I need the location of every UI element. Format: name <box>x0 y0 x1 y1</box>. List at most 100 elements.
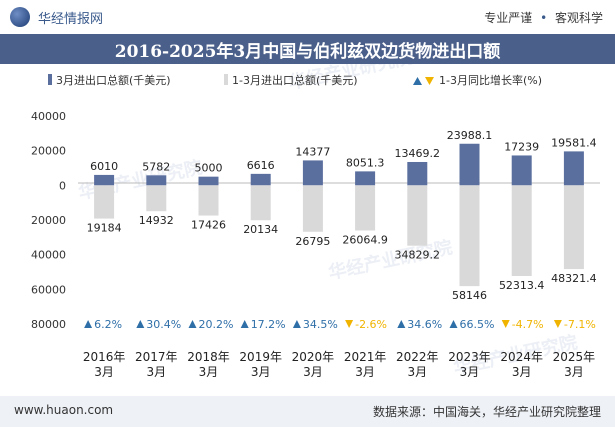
q1-value-label: 14932 <box>139 214 174 227</box>
growth-value-label: 17.2% <box>251 318 286 331</box>
march-bar <box>198 176 219 186</box>
growth-up-triangle-icon <box>84 320 93 328</box>
tagline: 专业严谨 • 客观科学 <box>484 9 603 26</box>
march-bar <box>407 161 428 186</box>
growth-up-triangle-icon <box>188 320 197 328</box>
y-axis: 40000 20000 0 20000 40000 60000 80000 <box>31 110 66 331</box>
q1-value-label: 58146 <box>452 289 487 302</box>
growth-up-triangle-icon <box>397 320 406 328</box>
bars: 6010 19184 6.2% 5782 14932 30.4% 5000 17426 20.2… <box>84 129 597 331</box>
x-tick-label: 2022年 3月 <box>396 350 439 379</box>
q1-value-label: 52313.4 <box>499 279 545 292</box>
march-value-label: 14377 <box>295 145 330 158</box>
q1-bar <box>94 185 115 219</box>
march-value-label: 17239 <box>504 140 539 153</box>
tag-separator: • <box>540 11 548 25</box>
x-tick-label: 2019年 3月 <box>239 350 282 379</box>
x-tick-label: 2017年 3月 <box>135 350 178 379</box>
q1-bar <box>511 185 532 277</box>
q1-value-label: 19184 <box>87 222 122 235</box>
march-value-label: 6010 <box>90 160 118 173</box>
growth-value-label: 6.2% <box>94 318 122 331</box>
q1-bar <box>407 185 428 246</box>
growth-down-triangle-icon <box>553 320 562 328</box>
legend-label-growth: 1-3月同比增长率(%) <box>439 73 542 87</box>
march-value-label: 5782 <box>142 160 170 173</box>
x-axis: 2016年 3月 2017年 3月 2018年 3月 2019年 3月 2020年 3月 2021年… <box>83 350 595 379</box>
legend-down-triangle-icon <box>425 77 434 85</box>
q1-value-label: 26064.9 <box>342 234 388 247</box>
march-value-label: 5000 <box>195 162 223 175</box>
brand-logo-icon <box>10 7 30 27</box>
x-tick-label: 2020年 3月 <box>292 350 335 379</box>
y-tick-label: 80000 <box>31 318 66 331</box>
q1-bar <box>302 185 323 232</box>
march-bar <box>250 173 271 186</box>
growth-value-label: 66.5% <box>460 318 495 331</box>
q1-value-label: 17426 <box>191 219 226 232</box>
growth-value-label: -7.1% <box>564 318 596 331</box>
legend: 3月进出口总额(千美元) 1-3月进出口总额(千美元) 1-3月同比增长率(%) <box>48 73 542 87</box>
legend-up-triangle-icon <box>413 77 422 85</box>
march-value-label: 8051.3 <box>346 156 385 169</box>
brand[interactable]: 华经情报网 <box>10 7 103 27</box>
legend-swatch-march <box>48 74 52 85</box>
march-bar <box>302 160 323 186</box>
x-tick-label: 2024年 3月 <box>500 350 543 379</box>
march-value-label: 13469.2 <box>395 147 441 160</box>
x-tick-label: 2018年 3月 <box>187 350 230 379</box>
march-bar <box>459 143 480 186</box>
brand-name: 华经情报网 <box>38 11 104 27</box>
y-tick-label: 40000 <box>31 110 66 123</box>
x-tick-label: 2023年 3月 <box>448 350 491 379</box>
growth-value-label: -2.6% <box>355 318 387 331</box>
march-value-label: 19581.4 <box>551 136 597 149</box>
y-tick-label: 40000 <box>31 249 66 262</box>
q1-bar <box>355 185 376 231</box>
x-tick-label: 2016年 3月 <box>83 350 126 379</box>
tag-2: 客观科学 <box>554 11 603 25</box>
y-tick-label: 20000 <box>31 214 66 227</box>
growth-value-label: 30.4% <box>146 318 181 331</box>
march-bar <box>563 151 584 186</box>
legend-swatch-q1 <box>224 74 228 85</box>
growth-value-label: 34.5% <box>303 318 338 331</box>
growth-up-triangle-icon <box>292 320 301 328</box>
march-value-label: 23988.1 <box>447 129 493 142</box>
q1-bar <box>563 185 584 270</box>
y-tick-label: 60000 <box>31 283 66 296</box>
q1-bar <box>146 185 167 212</box>
growth-value-label: 20.2% <box>199 318 234 331</box>
march-bar <box>355 171 376 186</box>
q1-value-label: 20134 <box>243 223 278 236</box>
q1-bar <box>198 185 219 216</box>
tag-1: 专业严谨 <box>484 11 533 25</box>
growth-value-label: -4.7% <box>512 318 544 331</box>
footer: www.huaon.com 数据来源：中国海关，华经产业研究院整理 <box>0 396 615 427</box>
march-bar <box>146 175 167 186</box>
footer-website-link[interactable]: www.huaon.com <box>14 403 114 417</box>
q1-value-label: 34829.2 <box>395 249 441 262</box>
growth-down-triangle-icon <box>345 320 354 328</box>
march-bar <box>94 174 115 186</box>
footer-source: 数据来源：中国海关，华经产业研究院整理 <box>372 405 601 419</box>
growth-value-label: 34.6% <box>407 318 442 331</box>
x-tick-label: 2025年 3月 <box>553 350 596 379</box>
title-bar: 2016-2025年3月中国与伯利兹双边货物进出口额 <box>0 34 615 64</box>
growth-up-triangle-icon <box>449 320 458 328</box>
march-bar <box>511 155 532 186</box>
top-bar: 华经情报网 专业严谨 • 客观科学 <box>0 0 615 34</box>
legend-label-march: 3月进出口总额(千美元) <box>56 73 171 87</box>
growth-up-triangle-icon <box>240 320 249 328</box>
legend-label-q1: 1-3月进出口总额(千美元) <box>232 73 358 87</box>
y-tick-label: 20000 <box>31 145 66 158</box>
q1-value-label: 48321.4 <box>551 272 597 285</box>
growth-down-triangle-icon <box>501 320 510 328</box>
chart-title: 2016-2025年3月中国与伯利兹双边货物进出口额 <box>114 41 501 62</box>
y-tick-label: 0 <box>59 179 66 192</box>
q1-value-label: 26795 <box>295 235 330 248</box>
x-tick-label: 2021年 3月 <box>344 350 387 379</box>
march-value-label: 6616 <box>247 159 275 172</box>
growth-up-triangle-icon <box>136 320 145 328</box>
